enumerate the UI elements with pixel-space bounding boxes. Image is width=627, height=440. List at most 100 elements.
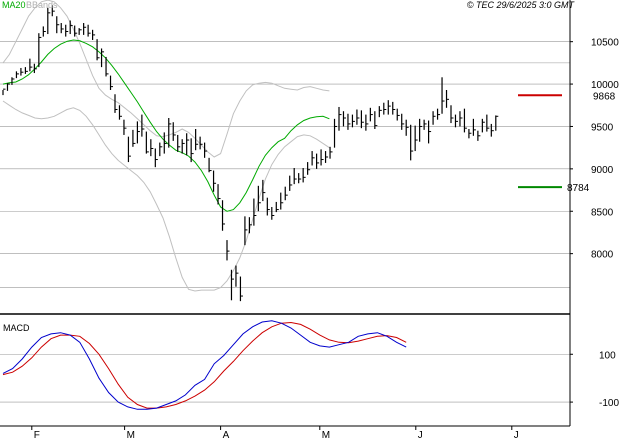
price-bar	[271, 207, 275, 220]
price-bar	[150, 139, 154, 157]
price-y-tick-label: 8000	[591, 250, 614, 261]
resistance-label: 9868	[593, 91, 616, 102]
price-bar	[490, 123, 494, 137]
price-bar	[347, 113, 351, 130]
price-bar	[6, 83, 10, 91]
price-bar	[2, 88, 6, 96]
price-y-tick-label: 10500	[591, 38, 619, 49]
price-y-tick-label: 9000	[591, 165, 614, 176]
price-bar	[383, 102, 387, 115]
price-bar	[320, 149, 324, 166]
price-bar	[351, 114, 355, 128]
price-bar	[316, 153, 320, 169]
price-bar	[454, 114, 458, 128]
price-bar	[29, 58, 33, 72]
price-bar	[33, 63, 37, 74]
price-bar	[396, 108, 400, 121]
price-bar	[405, 119, 409, 136]
price-bar	[177, 134, 181, 152]
axis-labels: 8000 8500 9000 9500 10000 10500 100 -100 F M A M J J	[31, 38, 619, 440]
price-bar	[302, 168, 306, 183]
price-bar	[441, 77, 445, 114]
price-bar	[60, 23, 64, 34]
price-bar	[181, 139, 185, 154]
price-bar	[204, 142, 208, 158]
price-bars	[2, 5, 499, 302]
price-bar	[109, 75, 114, 91]
price-bar	[266, 197, 270, 216]
price-bar	[432, 111, 436, 125]
price-bar	[87, 24, 91, 37]
x-tick-label: M	[127, 430, 135, 440]
price-y-tick-label: 10000	[591, 80, 619, 91]
price-bar	[163, 132, 167, 154]
bbands-lower-line	[2, 100, 330, 292]
price-bar	[329, 146, 333, 159]
price-bar	[24, 67, 28, 74]
price-bar	[141, 114, 145, 137]
price-bar	[365, 114, 369, 131]
price-bar	[217, 184, 221, 205]
price-bar	[468, 129, 472, 139]
legend-ma20: MA20	[2, 0, 26, 10]
copyright: © TEC 29/6/2025 3:0 GMT	[467, 0, 576, 10]
price-bar	[118, 105, 122, 120]
price-bar	[78, 28, 82, 35]
price-bar	[199, 136, 203, 150]
price-bar	[401, 113, 405, 130]
price-bar	[436, 108, 441, 120]
price-bar	[289, 175, 293, 191]
grid-lines	[0, 41, 570, 403]
price-bar	[221, 200, 226, 231]
price-bar	[51, 5, 55, 17]
x-tick-label: J	[514, 430, 519, 440]
x-tick-label: A	[223, 430, 230, 440]
price-bar	[91, 29, 96, 40]
price-y-tick-label: 8500	[591, 207, 614, 218]
price-bar	[11, 77, 15, 85]
price-bar	[69, 20, 73, 35]
macd-y-tick-label: 100	[599, 350, 616, 361]
bbands-layer	[2, 0, 330, 292]
price-bar	[369, 107, 373, 122]
price-bar	[472, 118, 476, 136]
price-bar	[190, 138, 194, 163]
price-bar	[477, 130, 481, 141]
price-bar	[132, 129, 136, 147]
price-bar	[307, 162, 311, 175]
price-bar	[127, 136, 131, 163]
macd-layer	[2, 320, 407, 410]
price-bar	[423, 119, 427, 130]
levels-layer: 9868 8784	[518, 91, 616, 194]
price-bar	[42, 26, 46, 37]
price-bar	[428, 120, 432, 144]
price-bar	[387, 100, 391, 115]
price-bar	[235, 265, 239, 287]
x-tick-label: J	[418, 430, 423, 440]
price-bar	[195, 129, 199, 151]
price-bar	[284, 186, 288, 201]
price-bar	[212, 170, 217, 192]
price-bar	[257, 185, 261, 212]
price-bar	[239, 276, 243, 302]
price-bar	[445, 90, 450, 108]
price-bar	[486, 114, 490, 132]
price-bar	[342, 111, 346, 127]
price-bar	[15, 71, 19, 79]
price-bar	[145, 131, 149, 154]
price-bar	[410, 124, 414, 161]
price-bar	[280, 192, 284, 210]
macd-signal-line	[2, 321, 407, 409]
price-bar	[56, 16, 60, 34]
ma20-line	[2, 39, 330, 212]
price-bar	[275, 201, 279, 213]
price-bar	[226, 240, 230, 261]
ma20-layer	[2, 39, 330, 212]
chart-frame	[0, 0, 571, 427]
price-y-tick-label: 9500	[591, 122, 614, 133]
price-bar	[324, 151, 329, 163]
price-bar	[114, 94, 118, 113]
price-bar	[20, 67, 24, 76]
